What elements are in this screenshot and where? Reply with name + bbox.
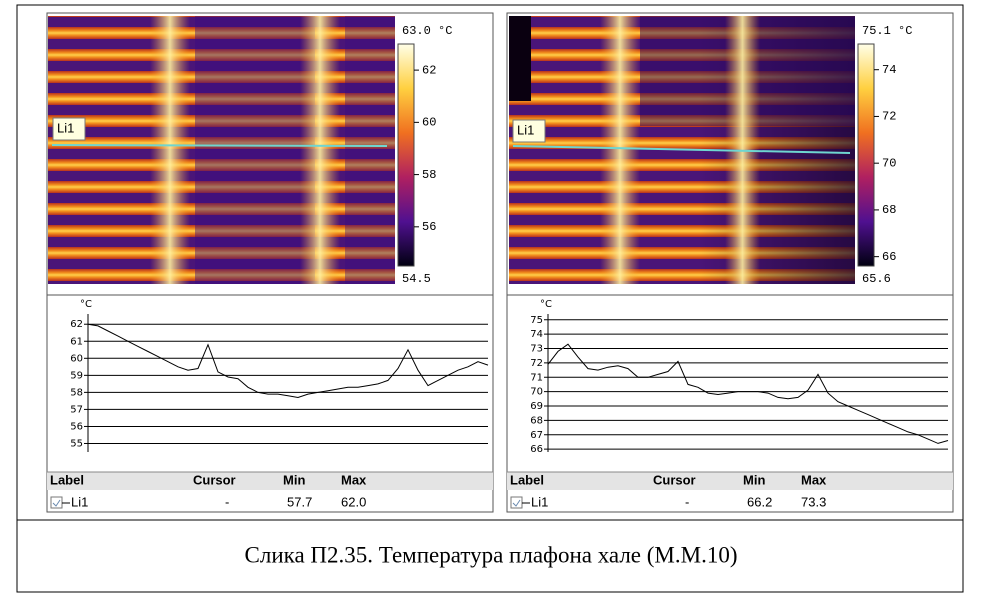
table-header-bg	[507, 472, 953, 490]
y-tick-label: 71	[530, 372, 543, 383]
y-tick-label: 56	[70, 421, 83, 432]
colorbar-max-label: 63.0 °C	[402, 24, 452, 38]
line-label-box	[512, 119, 546, 143]
line-label: Li1	[57, 120, 74, 135]
y-tick-label: 72	[530, 358, 543, 369]
check-mark	[512, 499, 521, 507]
table-cell: Li1	[71, 494, 88, 509]
table-cell: Li1	[531, 494, 548, 509]
y-tick-label: 61	[70, 336, 83, 347]
colorbar-tick-label: 66	[882, 250, 896, 264]
y-tick-label: 57	[70, 404, 83, 415]
table-header: Cursor	[653, 472, 696, 487]
y-tick-label: 59	[70, 370, 83, 381]
table-cell: -	[225, 494, 229, 509]
y-tick-label: 69	[530, 401, 543, 412]
colorbar-tick-label: 58	[422, 168, 436, 182]
table-cell: 57.7	[287, 494, 312, 509]
table-header: Min	[743, 472, 765, 487]
table-cell: 62.0	[341, 494, 366, 509]
y-tick-label: 70	[530, 387, 543, 398]
thermal-image	[48, 16, 395, 284]
colorbar-tick-label: 60	[422, 116, 436, 130]
y-tick-label: 62	[70, 319, 83, 330]
y-tick-label: 68	[530, 415, 543, 426]
panel-frame	[46, 12, 494, 513]
colorbar-tick-label: 72	[882, 110, 896, 124]
colorbar	[857, 43, 875, 267]
table-header: Max	[341, 472, 367, 487]
y-tick-label: 66	[530, 444, 543, 455]
y-tick-label: 67	[530, 430, 543, 441]
table-cell: 66.2	[747, 494, 772, 509]
outer-frame	[16, 4, 964, 593]
y-axis-label: °C	[80, 299, 92, 310]
table-header: Min	[283, 472, 305, 487]
table-header-bg	[47, 472, 493, 490]
line-label: Li1	[517, 122, 534, 137]
y-tick-label: 58	[70, 387, 83, 398]
checkbox[interactable]	[50, 496, 63, 509]
line-label-box	[52, 117, 86, 141]
y-tick-label: 73	[530, 344, 543, 355]
profile-line	[547, 343, 949, 444]
table-header: Max	[801, 472, 827, 487]
y-tick-label: 74	[530, 329, 543, 340]
colorbar-max-label: 75.1 °C	[862, 24, 912, 38]
profile-line	[87, 323, 489, 399]
caption: Слика П2.35. Температура плафона хале (М…	[245, 542, 738, 567]
colorbar-tick-label: 70	[882, 156, 896, 170]
table-header: Cursor	[193, 472, 236, 487]
colorbar-tick-label: 62	[422, 63, 436, 77]
check-mark	[52, 499, 61, 507]
table-header: Label	[510, 472, 544, 487]
y-axis-label: °C	[540, 299, 552, 310]
colorbar-tick-label: 74	[882, 63, 896, 77]
colorbar	[397, 43, 415, 267]
table-cell: -	[685, 494, 689, 509]
colorbar-min-label: 54.5	[402, 272, 431, 286]
thermal-image	[509, 16, 855, 284]
table-header: Label	[50, 472, 84, 487]
colorbar-tick-label: 56	[422, 220, 436, 234]
y-tick-label: 55	[70, 438, 83, 449]
checkbox[interactable]	[510, 496, 523, 509]
colorbar-tick-label: 68	[882, 203, 896, 217]
y-tick-label: 75	[530, 315, 543, 326]
colorbar-min-label: 65.6	[862, 272, 891, 286]
table-cell: 73.3	[801, 494, 826, 509]
panel-frame	[506, 12, 954, 513]
y-tick-label: 60	[70, 353, 83, 364]
